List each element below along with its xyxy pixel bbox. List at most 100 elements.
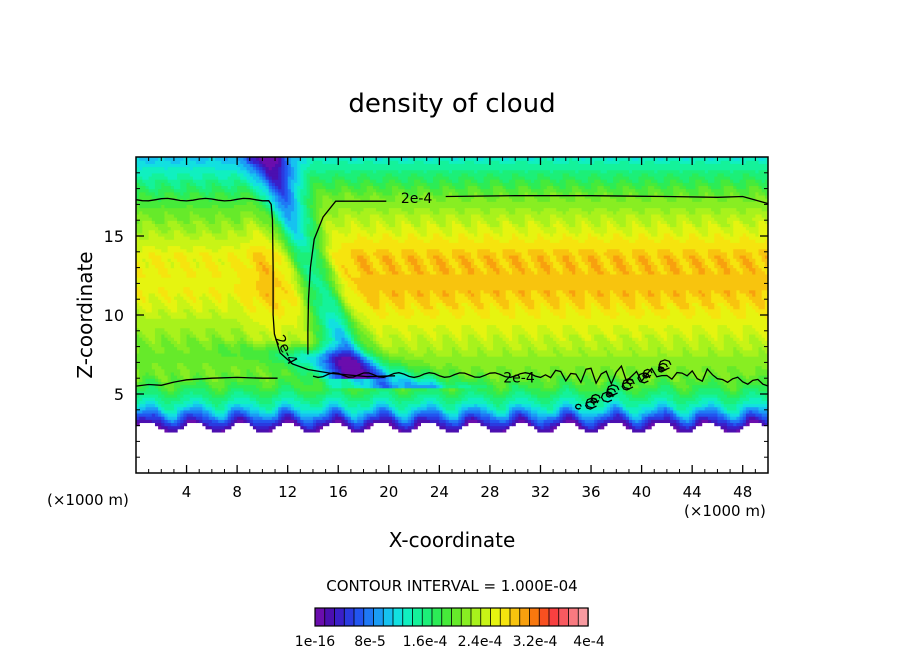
heatmap-cell bbox=[278, 229, 282, 234]
heatmap-cell bbox=[695, 207, 712, 212]
heatmap-cell bbox=[739, 220, 744, 224]
heatmap-cell bbox=[493, 346, 504, 351]
heatmap-cell bbox=[543, 375, 551, 379]
heatmap-cell bbox=[764, 217, 768, 221]
heatmap-cell bbox=[262, 220, 273, 224]
heatmap-cell bbox=[439, 207, 456, 212]
heatmap-cell bbox=[657, 387, 674, 392]
heatmap-cell bbox=[287, 258, 292, 262]
heatmap-cell bbox=[464, 419, 469, 424]
heatmap-cell bbox=[752, 409, 760, 414]
heatmap-cell bbox=[395, 387, 403, 392]
heatmap-cell bbox=[711, 333, 719, 338]
heatmap-cell bbox=[300, 248, 311, 253]
heatmap-cell bbox=[764, 270, 768, 275]
heatmap-cell bbox=[692, 337, 700, 341]
heatmap-cell bbox=[319, 352, 324, 357]
heatmap-cell bbox=[161, 198, 184, 202]
heatmap-cell bbox=[278, 406, 282, 411]
heatmap-cell bbox=[192, 299, 197, 303]
heatmap-cell bbox=[439, 210, 459, 215]
heatmap-cell bbox=[433, 349, 453, 354]
heatmap-cell bbox=[575, 270, 586, 275]
heatmap-cell bbox=[673, 289, 677, 294]
heatmap-cell bbox=[417, 422, 421, 427]
heatmap-cell bbox=[714, 305, 722, 310]
heatmap-cell bbox=[638, 352, 658, 357]
heatmap-cell bbox=[237, 292, 260, 297]
heatmap-cell bbox=[657, 381, 671, 386]
heatmap-cell bbox=[666, 302, 674, 307]
heatmap-cell bbox=[366, 412, 377, 417]
heatmap-cell bbox=[278, 403, 282, 408]
heatmap-cell bbox=[442, 292, 450, 297]
heatmap-cell bbox=[685, 365, 703, 370]
heatmap-cell bbox=[461, 406, 469, 411]
heatmap-cell bbox=[328, 416, 333, 420]
heatmap-cell bbox=[439, 311, 453, 316]
heatmap-cell bbox=[275, 273, 286, 278]
heatmap-cell bbox=[158, 378, 162, 382]
heatmap-cell bbox=[177, 422, 181, 427]
heatmap-cell bbox=[344, 292, 358, 297]
heatmap-cell bbox=[398, 394, 412, 398]
heatmap-cell bbox=[262, 264, 267, 269]
heatmap-cell bbox=[369, 258, 380, 262]
heatmap-cell bbox=[224, 394, 232, 398]
heatmap-cell bbox=[445, 232, 453, 237]
heatmap-cell bbox=[136, 406, 140, 411]
heatmap-cell bbox=[540, 292, 548, 297]
heatmap-cell bbox=[360, 343, 365, 348]
heatmap-cell bbox=[347, 337, 352, 341]
heatmap-cell bbox=[584, 270, 589, 275]
heatmap-cell bbox=[410, 223, 415, 228]
heatmap-cell bbox=[761, 258, 768, 262]
heatmap-cell bbox=[252, 346, 267, 351]
heatmap-cell bbox=[600, 384, 608, 389]
heatmap-cell bbox=[483, 217, 497, 221]
heatmap-cell bbox=[202, 422, 207, 427]
heatmap-cell bbox=[275, 352, 295, 357]
heatmap-cell bbox=[303, 236, 308, 240]
heatmap-cell bbox=[196, 229, 203, 234]
heatmap-cell bbox=[467, 340, 482, 345]
heatmap-cell bbox=[227, 254, 238, 259]
heatmap-cell bbox=[309, 299, 314, 303]
heatmap-cell bbox=[331, 283, 336, 288]
heatmap-cell bbox=[610, 305, 617, 310]
heatmap-cell bbox=[426, 254, 434, 259]
heatmap-cell bbox=[483, 419, 491, 424]
heatmap-cell bbox=[670, 232, 677, 237]
heatmap-cell bbox=[489, 223, 500, 228]
heatmap-cell bbox=[350, 229, 368, 234]
heatmap-cell bbox=[316, 305, 320, 310]
heatmap-cell bbox=[167, 210, 191, 215]
heatmap-cell bbox=[524, 223, 529, 228]
heatmap-cell bbox=[316, 394, 327, 398]
heatmap-cell bbox=[666, 337, 674, 341]
heatmap-cell bbox=[512, 289, 519, 294]
heatmap-cell bbox=[164, 286, 184, 291]
heatmap-cell bbox=[651, 400, 658, 405]
heatmap-cell bbox=[281, 242, 286, 247]
heatmap-cell bbox=[499, 258, 507, 262]
heatmap-cell bbox=[369, 359, 374, 363]
heatmap-cell bbox=[373, 409, 377, 414]
heatmap-cell bbox=[657, 267, 665, 272]
heatmap-cell bbox=[695, 406, 706, 411]
heatmap-cell bbox=[249, 368, 257, 373]
heatmap-cell bbox=[695, 397, 703, 401]
heatmap-cell bbox=[233, 397, 251, 401]
heatmap-cell bbox=[357, 333, 361, 338]
heatmap-cell bbox=[325, 232, 330, 237]
heatmap-cell bbox=[739, 270, 744, 275]
heatmap-cell bbox=[180, 397, 191, 401]
heatmap-cell bbox=[363, 324, 368, 329]
heatmap-cell bbox=[622, 236, 640, 240]
heatmap-cell bbox=[518, 416, 526, 420]
heatmap-cell bbox=[322, 416, 330, 420]
heatmap-cell bbox=[730, 308, 747, 313]
heatmap-cell bbox=[717, 397, 722, 401]
heatmap-cell bbox=[275, 207, 279, 212]
heatmap-cell bbox=[294, 207, 298, 212]
